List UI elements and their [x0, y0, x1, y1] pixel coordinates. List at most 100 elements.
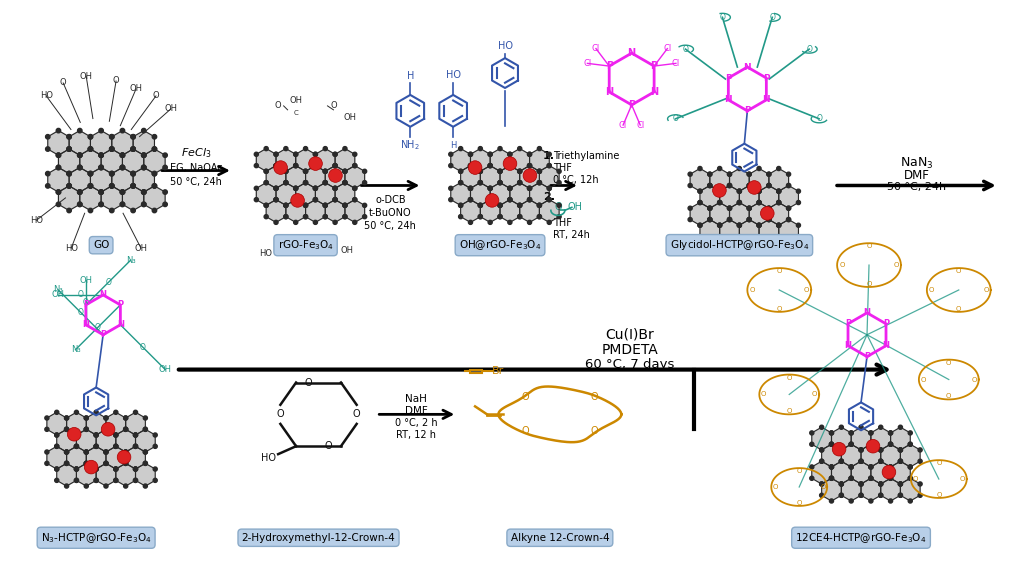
Text: O: O — [820, 484, 825, 490]
Circle shape — [343, 181, 347, 185]
Circle shape — [866, 439, 880, 453]
Circle shape — [850, 465, 854, 469]
Polygon shape — [759, 219, 779, 242]
Text: N: N — [82, 320, 89, 329]
Circle shape — [787, 240, 791, 244]
Circle shape — [737, 223, 741, 227]
Circle shape — [850, 465, 854, 469]
Circle shape — [898, 482, 902, 486]
Circle shape — [104, 428, 108, 431]
Circle shape — [133, 433, 138, 437]
Circle shape — [498, 170, 502, 174]
Circle shape — [698, 189, 702, 193]
Circle shape — [528, 198, 532, 202]
Text: N: N — [762, 95, 770, 104]
Circle shape — [94, 445, 98, 448]
Circle shape — [537, 170, 541, 174]
Circle shape — [274, 187, 278, 191]
Circle shape — [498, 204, 502, 208]
Circle shape — [850, 442, 854, 446]
Circle shape — [839, 459, 843, 463]
Circle shape — [67, 208, 71, 213]
Text: GO: GO — [93, 240, 110, 250]
Circle shape — [323, 181, 327, 185]
Circle shape — [829, 431, 833, 435]
Polygon shape — [759, 185, 779, 208]
Circle shape — [718, 223, 722, 227]
Circle shape — [131, 147, 135, 151]
Polygon shape — [769, 168, 789, 191]
Circle shape — [117, 450, 131, 464]
Circle shape — [767, 206, 771, 210]
Polygon shape — [900, 445, 921, 467]
Text: 50 °C, 24h: 50 °C, 24h — [364, 221, 416, 231]
Circle shape — [819, 482, 824, 486]
Circle shape — [143, 428, 147, 431]
Polygon shape — [59, 149, 80, 174]
Circle shape — [153, 445, 157, 448]
Circle shape — [153, 433, 157, 437]
Circle shape — [537, 204, 541, 208]
Circle shape — [110, 184, 114, 188]
Polygon shape — [316, 149, 335, 171]
Circle shape — [547, 187, 551, 191]
Circle shape — [333, 187, 337, 191]
Circle shape — [110, 147, 114, 151]
Circle shape — [839, 482, 843, 486]
Circle shape — [518, 204, 522, 208]
Circle shape — [879, 448, 883, 452]
Polygon shape — [831, 462, 852, 484]
Circle shape — [131, 184, 135, 188]
Circle shape — [523, 169, 537, 183]
Circle shape — [707, 172, 712, 176]
Polygon shape — [881, 479, 900, 501]
Circle shape — [508, 187, 512, 191]
Circle shape — [303, 215, 308, 219]
Circle shape — [120, 128, 125, 133]
Circle shape — [264, 204, 268, 208]
Circle shape — [323, 170, 327, 174]
Circle shape — [478, 204, 482, 208]
Polygon shape — [871, 462, 890, 484]
Circle shape — [55, 445, 59, 448]
Circle shape — [829, 431, 833, 435]
Circle shape — [274, 221, 278, 225]
Circle shape — [879, 425, 883, 429]
Text: HO: HO — [261, 453, 276, 463]
Text: O: O — [106, 278, 112, 287]
Circle shape — [293, 198, 297, 202]
Circle shape — [74, 433, 78, 437]
Circle shape — [343, 215, 347, 219]
Circle shape — [141, 153, 146, 158]
Circle shape — [98, 165, 104, 170]
Circle shape — [737, 201, 741, 205]
Circle shape — [84, 450, 88, 454]
Circle shape — [293, 164, 297, 168]
Circle shape — [718, 223, 722, 227]
Polygon shape — [530, 183, 549, 205]
Circle shape — [343, 170, 347, 174]
Text: N: N — [627, 48, 635, 58]
Circle shape — [688, 206, 692, 210]
Circle shape — [707, 184, 712, 188]
Circle shape — [718, 235, 722, 239]
Text: P: P — [744, 107, 751, 115]
Circle shape — [797, 223, 801, 227]
Text: O: O — [83, 298, 88, 307]
Circle shape — [478, 170, 482, 174]
Circle shape — [728, 206, 732, 210]
Circle shape — [98, 153, 104, 158]
Circle shape — [141, 153, 146, 158]
Circle shape — [120, 153, 125, 158]
Circle shape — [143, 462, 147, 466]
Circle shape — [776, 223, 781, 227]
Circle shape — [333, 198, 337, 202]
Circle shape — [77, 153, 82, 158]
Circle shape — [255, 164, 259, 168]
Circle shape — [859, 448, 863, 452]
Circle shape — [918, 493, 923, 497]
Circle shape — [124, 450, 128, 454]
Text: O: O — [936, 492, 942, 498]
Circle shape — [314, 198, 318, 202]
Circle shape — [74, 411, 78, 414]
